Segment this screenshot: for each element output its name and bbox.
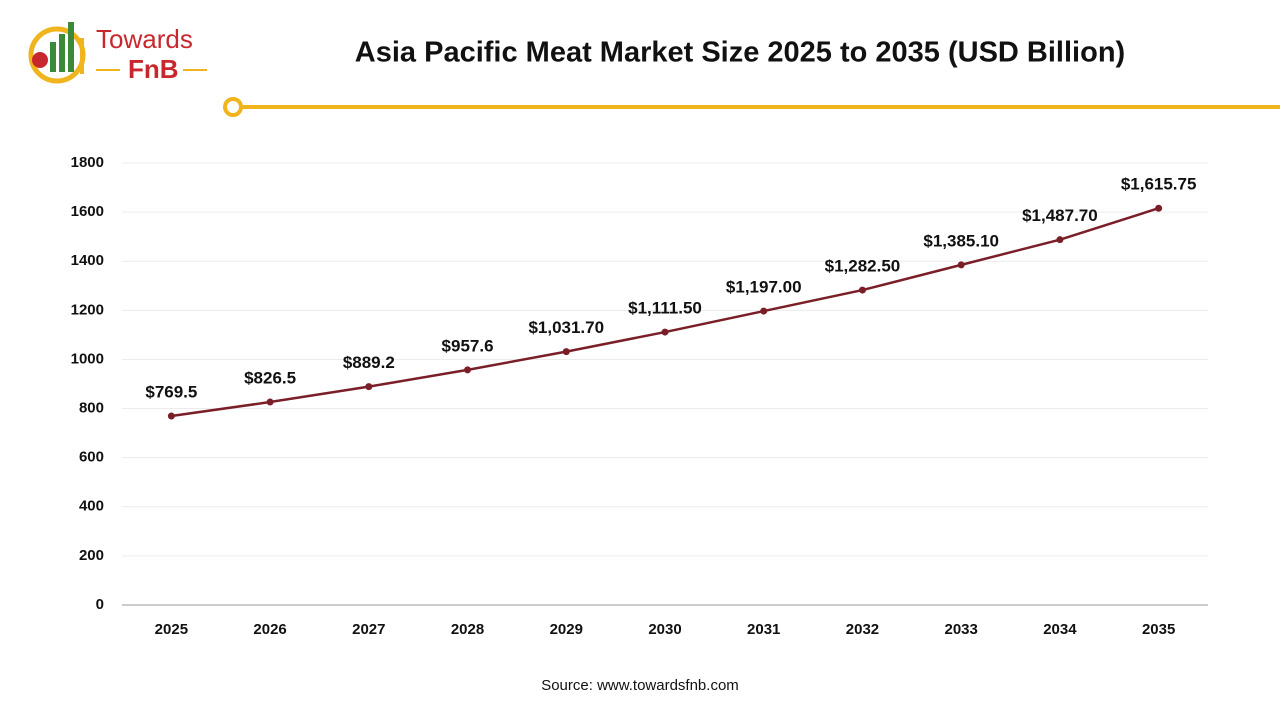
point bbox=[167, 412, 175, 420]
point bbox=[464, 366, 472, 374]
x-tick-label: 2030 bbox=[648, 621, 681, 638]
x-tick-label: 2033 bbox=[944, 621, 977, 638]
value-label: $1,282.50 bbox=[825, 257, 901, 276]
value-label: $1,487.70 bbox=[1022, 206, 1098, 225]
x-tick-label: 2034 bbox=[1043, 621, 1077, 638]
value-label: $1,385.10 bbox=[923, 231, 999, 250]
y-tick-label: 1000 bbox=[71, 350, 104, 367]
logo-text: FnB bbox=[128, 54, 179, 84]
logo-bar bbox=[59, 34, 65, 72]
logo-bar bbox=[68, 22, 74, 72]
x-tick-label: 2032 bbox=[846, 621, 879, 638]
value-label: $769.5 bbox=[145, 383, 197, 402]
point bbox=[760, 307, 768, 315]
y-tick-label: 400 bbox=[79, 498, 104, 515]
y-tick-label: 1800 bbox=[71, 154, 104, 171]
y-tick-label: 1400 bbox=[71, 252, 104, 269]
point bbox=[365, 383, 373, 391]
x-tick-label: 2025 bbox=[155, 621, 188, 638]
x-tick-label: 2027 bbox=[352, 621, 385, 638]
header-dot bbox=[223, 97, 243, 117]
x-tick-label: 2028 bbox=[451, 621, 484, 638]
y-tick-label: 600 bbox=[79, 449, 104, 466]
value-label: $826.5 bbox=[244, 369, 296, 388]
x-tick-label: 2031 bbox=[747, 621, 780, 638]
y-tick-label: 0 bbox=[96, 596, 104, 613]
source: Source: www.towardsfnb.com bbox=[541, 677, 739, 694]
y-tick-label: 1200 bbox=[71, 301, 104, 318]
value-label: $889.2 bbox=[343, 353, 395, 372]
point bbox=[1056, 236, 1064, 244]
point bbox=[858, 286, 866, 294]
chart-title: Asia Pacific Meat Market Size 2025 to 20… bbox=[355, 37, 1125, 69]
value-label: $1,111.50 bbox=[628, 299, 702, 318]
value-label: $1,197.00 bbox=[726, 278, 802, 297]
x-tick-label: 2026 bbox=[253, 621, 286, 638]
logo-fork bbox=[80, 38, 84, 74]
point bbox=[957, 261, 965, 269]
point bbox=[562, 348, 570, 356]
value-label: $957.6 bbox=[442, 336, 494, 355]
x-tick-label: 2029 bbox=[550, 621, 583, 638]
logo-text: Towards bbox=[96, 24, 193, 54]
y-tick-label: 800 bbox=[79, 400, 104, 417]
y-tick-label: 1600 bbox=[71, 203, 104, 220]
y-tick-label: 200 bbox=[79, 547, 104, 564]
point bbox=[266, 398, 274, 406]
point bbox=[661, 328, 669, 336]
point bbox=[1155, 204, 1163, 212]
value-label: $1,615.75 bbox=[1121, 175, 1197, 194]
logo-bar bbox=[50, 42, 56, 72]
logo-dot bbox=[32, 52, 48, 68]
logo: Towards FnB bbox=[28, 22, 207, 84]
value-label: $1,031.70 bbox=[528, 318, 604, 337]
x-tick-label: 2035 bbox=[1142, 621, 1175, 638]
